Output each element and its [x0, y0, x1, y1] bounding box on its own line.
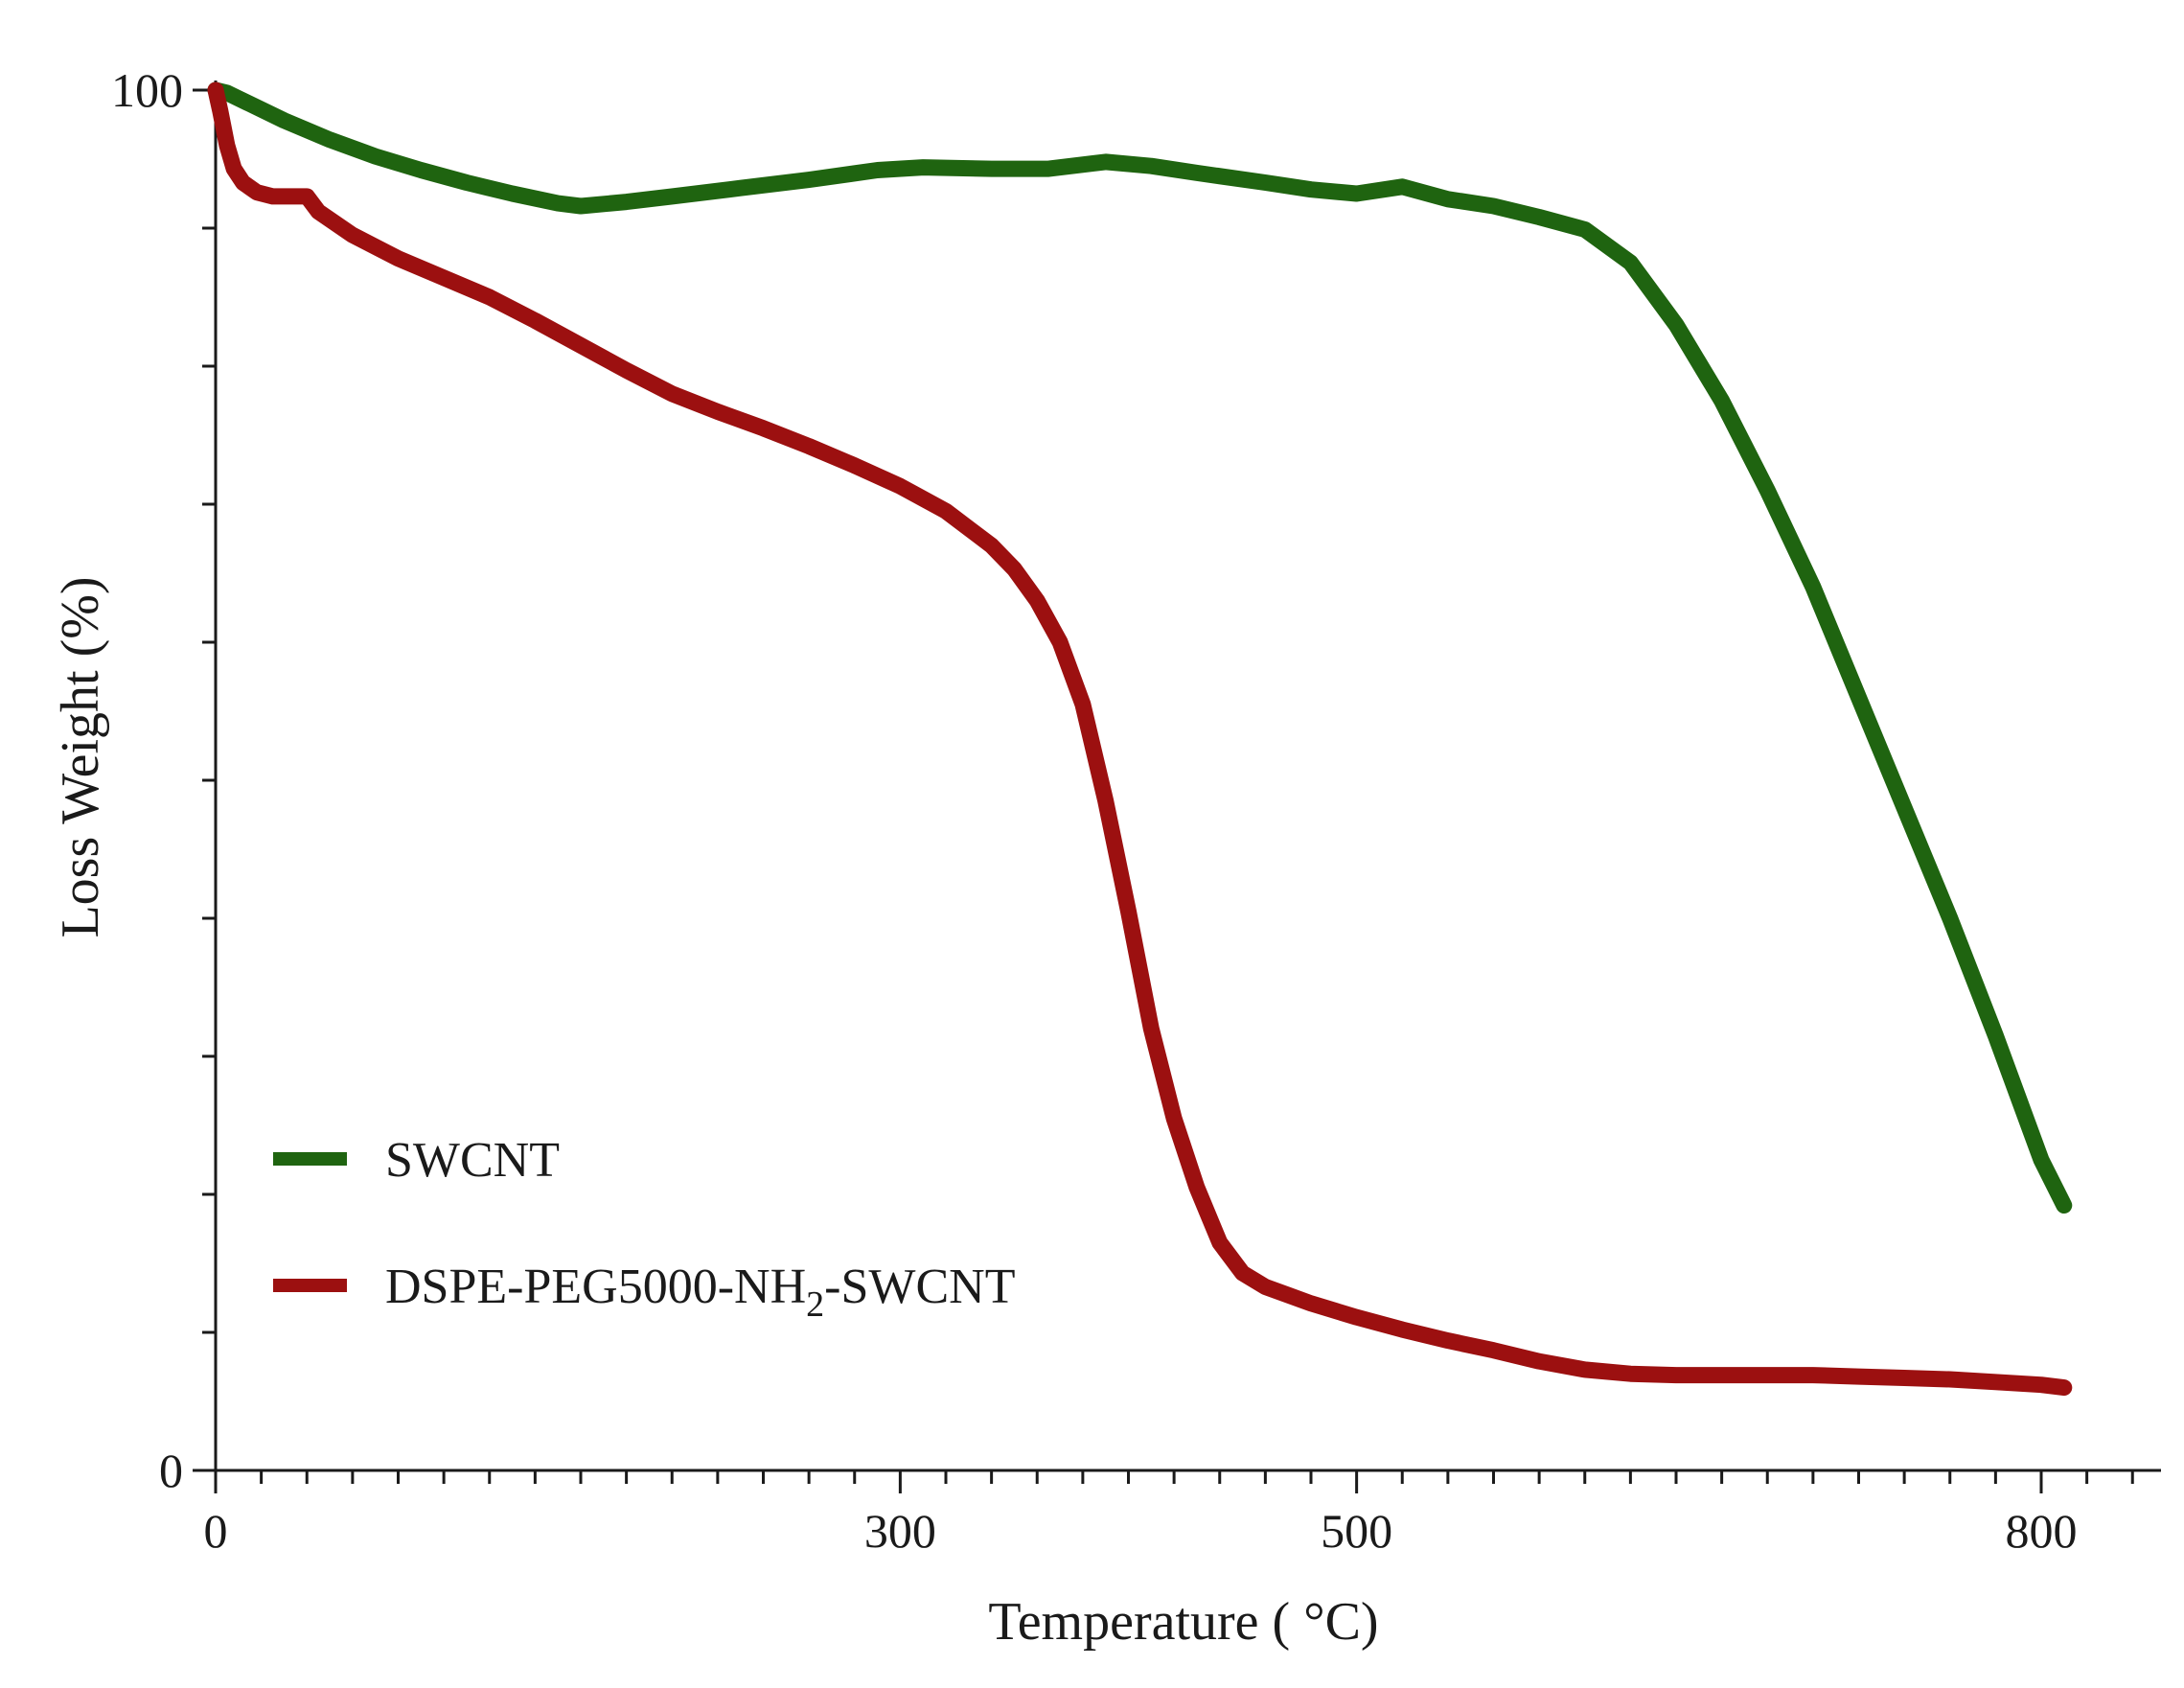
y-major-ticks: 0 100 — [111, 63, 216, 1497]
series-line-swcnt — [207, 81, 2073, 1214]
x-major-ticks: 0 300 500 800 — [204, 1470, 2078, 1558]
y-axis-title: Loss Weight (%) — [51, 576, 110, 937]
legend-label-swcnt: SWCNT — [385, 1133, 560, 1188]
y-tick-label: 0 — [159, 1444, 183, 1497]
x-tick-label: 800 — [2006, 1504, 2078, 1558]
x-minor-ticks — [260, 1470, 2134, 1484]
x-tick-label: 500 — [1321, 1504, 1392, 1558]
series-line-dspe-peg-swcnt — [207, 81, 2073, 1397]
legend: SWCNT DSPE-PEG5000-NH2-SWCNT — [273, 1133, 1015, 1325]
y-minor-ticks — [202, 226, 216, 1334]
legend-label-main: DSPE-PEG5000-NH — [385, 1260, 806, 1314]
y-tick-label: 100 — [111, 63, 183, 117]
series-group — [207, 81, 2073, 1397]
legend-label-dspe-peg-swcnt: DSPE-PEG5000-NH2-SWCNT — [385, 1260, 1015, 1325]
x-tick-label: 300 — [864, 1504, 936, 1558]
legend-label-subscript: 2 — [806, 1284, 824, 1325]
x-axis-title: Temperature ( °C) — [988, 1592, 1378, 1652]
x-tick-label: 0 — [204, 1504, 228, 1558]
legend-label-suffix: -SWCNT — [824, 1260, 1015, 1314]
